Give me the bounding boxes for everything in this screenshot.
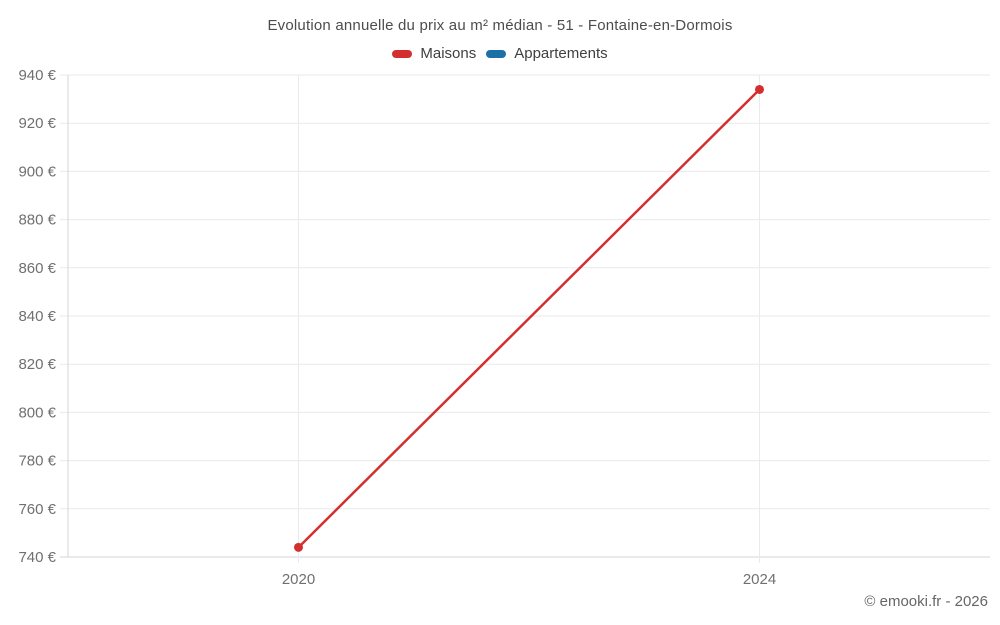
- y-axis-tick-label: 880 €: [18, 212, 56, 229]
- y-axis-tick-label: 900 €: [18, 163, 56, 180]
- y-axis-tick-label: 760 €: [18, 501, 56, 518]
- legend-item-appartements[interactable]: Appartements: [486, 45, 608, 62]
- legend-label-maisons: Maisons: [420, 45, 477, 62]
- legend-swatch-maisons: [392, 49, 413, 58]
- x-axis-tick-label: 2020: [282, 571, 315, 588]
- legend-item-maisons[interactable]: Maisons: [392, 45, 476, 62]
- data-point-maisons-2020[interactable]: [294, 542, 303, 552]
- y-axis-tick-label: 940 €: [18, 67, 56, 84]
- legend-swatch-appartements: [486, 49, 507, 58]
- y-axis-tick-label: 740 €: [18, 549, 56, 566]
- y-axis-tick-label: 920 €: [18, 115, 56, 132]
- y-axis-tick-label: 800 €: [18, 404, 56, 421]
- data-point-maisons-2024[interactable]: [755, 84, 764, 94]
- legend-label-appartements: Appartements: [514, 45, 608, 62]
- series-line-maisons: [297, 88, 761, 549]
- y-axis-tick-label: 820 €: [18, 356, 56, 373]
- y-axis-tick-label: 840 €: [18, 308, 56, 325]
- chart-legend: Maisons Appartements: [0, 45, 1000, 62]
- copyright-text: © emooki.fr - 2026: [864, 593, 988, 610]
- chart-title: Evolution annuelle du prix au m² médian …: [267, 17, 733, 34]
- y-axis-tick-label: 860 €: [18, 260, 56, 277]
- y-axis-tick-label: 780 €: [18, 453, 56, 470]
- x-axis-tick-label: 2024: [743, 571, 776, 588]
